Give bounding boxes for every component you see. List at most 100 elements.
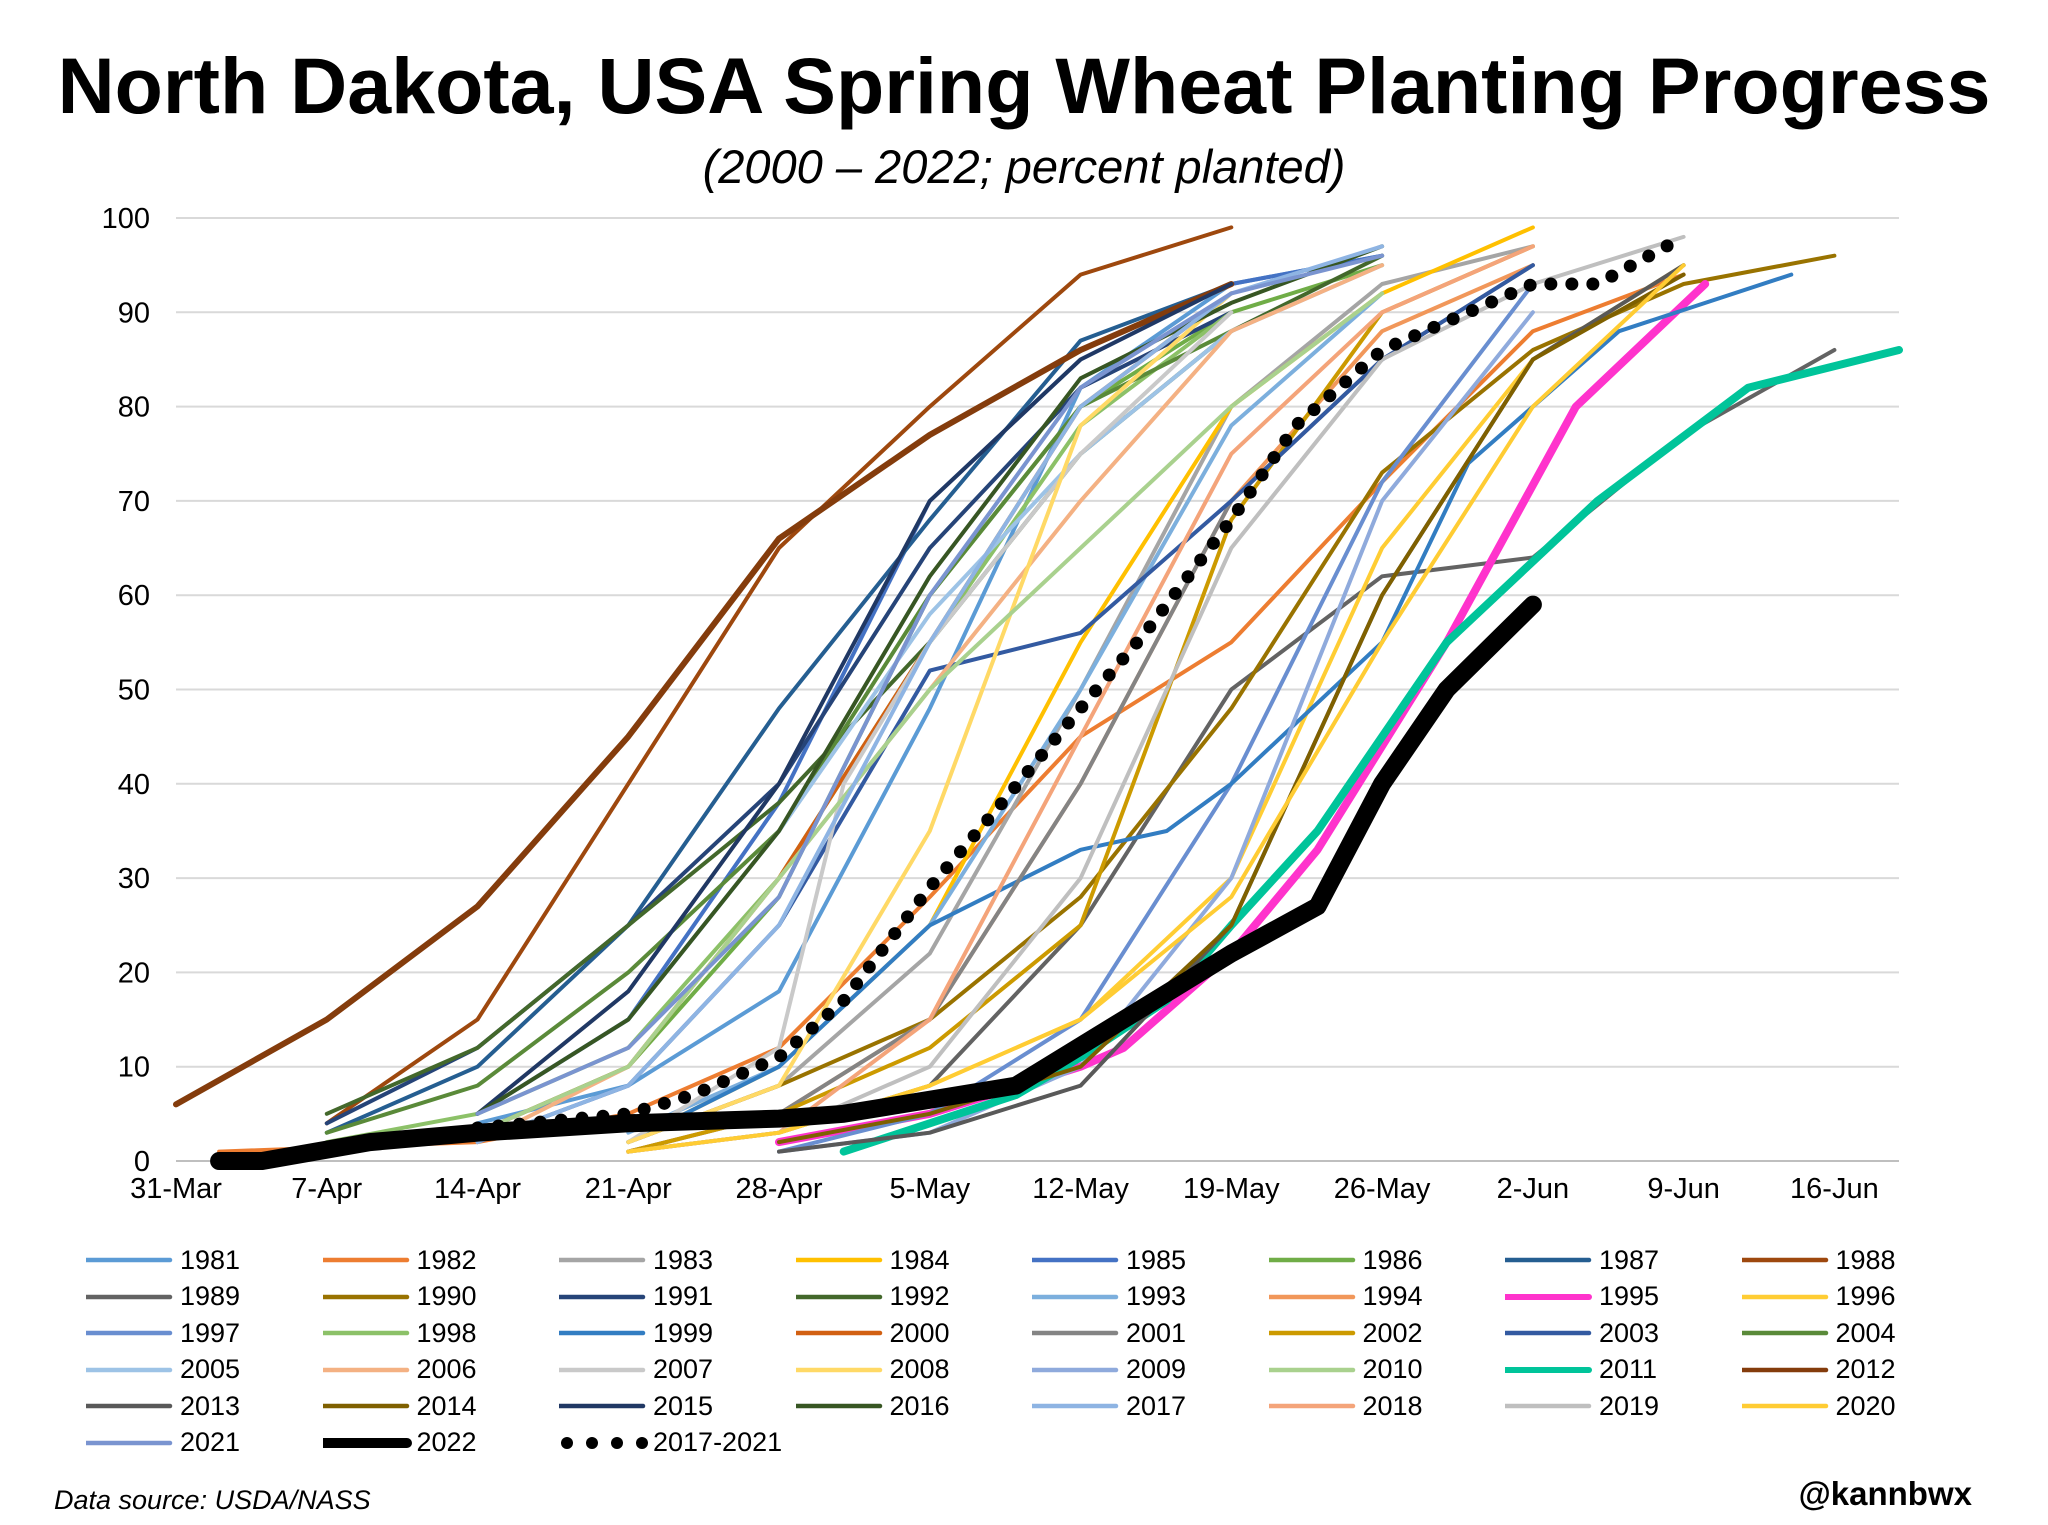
legend-item: 2020: [1741, 1388, 1896, 1424]
series-dot-2017-2021: [994, 797, 1008, 811]
series-dot-2017-2021: [1565, 277, 1579, 291]
legend-swatch: [1032, 1257, 1119, 1263]
series-line-2021: [475, 253, 1385, 1116]
series-line-1999: [626, 272, 1794, 1145]
series-dot-2017-2021: [1181, 570, 1195, 584]
series-dot-2017-2021: [805, 1021, 819, 1035]
series-line-1987: [324, 282, 1234, 1135]
legend-swatch: [1032, 1367, 1119, 1372]
series-dot-2017-2021: [1075, 700, 1089, 714]
legend-item: 1983: [559, 1242, 713, 1278]
series-dot-2017-2021: [1243, 485, 1257, 499]
legend-swatch: [1741, 1330, 1828, 1336]
series-dot-2017-2021: [1370, 347, 1384, 361]
legend-item: 2003: [1505, 1315, 1659, 1351]
legend-item: 2001: [1032, 1315, 1186, 1351]
legend-item: 2022: [322, 1425, 477, 1461]
legend-swatch: [1741, 1257, 1828, 1263]
legend-item: 1990: [322, 1279, 477, 1315]
data-source-note: Data source: USDA/NASS: [54, 1485, 371, 1515]
series-dot-2017-2021: [596, 1109, 610, 1123]
y-tick-label: 70: [118, 486, 150, 518]
series-dot-2017-2021: [1605, 269, 1619, 283]
legend-item: 1997: [86, 1315, 240, 1351]
series-line-2007: [626, 310, 1234, 1145]
legend-swatch: [86, 1294, 173, 1299]
series-line-2010: [475, 291, 1385, 1135]
series-dot-2017-2021: [774, 1049, 788, 1063]
series-dot-2017-2021: [1194, 553, 1208, 567]
legend-label: 2020: [1835, 1390, 1896, 1421]
legend-label: 2017: [1126, 1390, 1187, 1421]
legend-swatch: [322, 1257, 409, 1263]
series-dot-2017-2021: [875, 943, 889, 957]
legend-label: 1987: [1599, 1244, 1660, 1275]
legend-label: 2017-2021: [653, 1427, 783, 1457]
series-dot-2017-2021: [755, 1058, 769, 1072]
x-tick-label: 28-Apr: [736, 1173, 823, 1205]
legend-item: 1993: [1032, 1279, 1186, 1315]
legend-swatch: [795, 1367, 882, 1372]
legend-swatch: [1268, 1403, 1355, 1409]
legend-item: 1982: [322, 1242, 477, 1278]
series-dot-2017-2021: [697, 1083, 711, 1097]
legend-item: 1984: [795, 1242, 950, 1278]
legend-label: 2002: [1362, 1317, 1423, 1348]
series-line-2012: [173, 281, 1235, 1108]
x-tick-label: 9-Jun: [1647, 1173, 1720, 1205]
series-dot-2017-2021: [850, 977, 864, 991]
series-dot-2017-2021: [1021, 764, 1035, 778]
legend-item: 1995: [1505, 1279, 1659, 1315]
series-dot-2017-2021: [1354, 361, 1368, 375]
legend-item: 1986: [1268, 1242, 1423, 1278]
legend-label: 1998: [416, 1317, 477, 1348]
x-tick-label: 16-Jun: [1790, 1173, 1879, 1205]
legend-label: 2009: [1126, 1354, 1187, 1384]
series-dot-2017-2021: [637, 1102, 651, 1116]
x-tick-label: 21-Apr: [585, 1173, 672, 1205]
legend-swatch: [322, 1367, 409, 1372]
x-tick-label: 2-Jun: [1497, 1173, 1570, 1205]
series-dot-2017-2021: [1307, 403, 1321, 417]
legend-item: 2010: [1268, 1352, 1423, 1388]
series-line-2008: [626, 291, 1234, 1145]
legend-label: 2004: [1835, 1317, 1896, 1348]
legend-item: 2021: [86, 1425, 240, 1461]
legend-swatch: [1505, 1330, 1592, 1336]
legend-swatch: [1268, 1330, 1355, 1336]
series-dot-2017-2021: [1323, 389, 1337, 403]
legend-swatch: [795, 1330, 882, 1336]
series-line-2004: [324, 329, 1234, 1135]
series-line-2014: [777, 272, 1686, 1145]
series-dot-2017-2021: [1446, 312, 1460, 326]
legend-item: 1994: [1268, 1279, 1423, 1315]
legend-item: 2015: [559, 1388, 713, 1424]
legend-swatch: [1505, 1366, 1592, 1373]
series-dot-2017-2021: [471, 1121, 485, 1135]
legend-swatch: [1268, 1367, 1355, 1372]
legend-swatch: [322, 1294, 409, 1299]
series-dot-2017-2021: [1660, 239, 1674, 253]
legend-label: 2013: [180, 1390, 241, 1421]
legend-label: 1997: [180, 1317, 241, 1348]
legend-item: 1992: [795, 1279, 950, 1315]
series-dot-2017-2021: [1102, 668, 1116, 682]
legend-swatch: [1032, 1403, 1119, 1409]
series-dot-2017-2021: [736, 1066, 750, 1080]
series-dot-2017-2021: [1291, 416, 1305, 430]
series-dot-2017-2021: [1465, 303, 1479, 317]
series-dot-2017-2021: [1642, 249, 1656, 263]
legend-swatch: [322, 1437, 412, 1448]
y-tick-label: 30: [118, 863, 150, 895]
legend-label: 2010: [1362, 1354, 1423, 1384]
legend-swatch: [1032, 1294, 1119, 1299]
legend-item: 1987: [1505, 1242, 1659, 1278]
legend-swatch: [1032, 1330, 1119, 1336]
series-dot-2017-2021: [1279, 433, 1293, 447]
legend-item: 2008: [795, 1352, 950, 1388]
series-line-1991: [324, 310, 1234, 1126]
x-tick-label: 12-May: [1032, 1173, 1129, 1205]
legend-label: 2000: [889, 1317, 950, 1348]
series-dot-2017-2021: [862, 960, 876, 974]
legend-swatch: [1268, 1294, 1355, 1299]
